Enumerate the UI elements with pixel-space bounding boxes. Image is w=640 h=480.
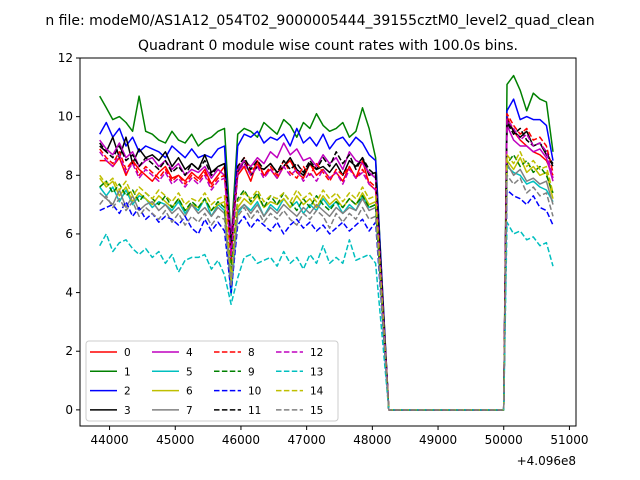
x-tick-label: 50000	[485, 433, 523, 447]
series-line-15	[99, 174, 554, 411]
plot-frame	[79, 57, 577, 427]
legend-label-14: 14	[310, 386, 324, 398]
legend-label-0: 0	[124, 347, 131, 359]
x-tick-label: 48000	[353, 433, 391, 447]
x-tick-label: 51000	[550, 433, 588, 447]
y-tick-label: 12	[58, 51, 73, 65]
legend-label-2: 2	[124, 386, 131, 398]
x-axis-offset-label: +4.096e8	[517, 454, 576, 468]
legend-label-7: 7	[186, 405, 193, 417]
legend-label-3: 3	[124, 405, 131, 417]
legend-label-15: 15	[310, 405, 323, 417]
y-tick-label: 0	[65, 403, 73, 417]
legend-label-9: 9	[248, 366, 255, 378]
y-tick-label: 8	[65, 168, 73, 182]
chart-title: Quadrant 0 module wise count rates with …	[138, 38, 518, 54]
x-tick-label: 44000	[90, 433, 128, 447]
y-tick-label: 4	[65, 286, 73, 300]
legend-label-6: 6	[186, 386, 193, 398]
legend-label-1: 1	[124, 366, 131, 378]
x-tick-label: 47000	[288, 433, 326, 447]
y-tick-label: 6	[65, 227, 73, 241]
y-tick-label: 10	[58, 110, 73, 124]
legend-box	[85, 340, 339, 422]
x-tick-label: 45000	[156, 433, 194, 447]
series-layer	[99, 74, 554, 411]
figure-suptitle: n file: modeM0/AS1A12_054T02_9000005444_…	[45, 13, 594, 29]
legend-label-11: 11	[248, 405, 261, 417]
legend-label-5: 5	[186, 366, 193, 378]
legend-label-12: 12	[310, 347, 323, 359]
legend-label-4: 4	[186, 347, 193, 359]
y-tick-label: 2	[65, 344, 73, 358]
x-axis: 44000 45000 46000 47000 48000 49000 50000 51000	[90, 426, 589, 447]
legend-label-13: 13	[310, 366, 323, 378]
y-axis: 0 2 4 6 8 10 12	[58, 51, 80, 417]
x-tick-label: 49000	[419, 433, 457, 447]
series-line-13	[99, 221, 554, 411]
x-tick-label: 46000	[222, 433, 260, 447]
legend-label-10: 10	[248, 386, 261, 398]
legend-label-8: 8	[248, 347, 255, 359]
series-line-11	[99, 121, 554, 411]
